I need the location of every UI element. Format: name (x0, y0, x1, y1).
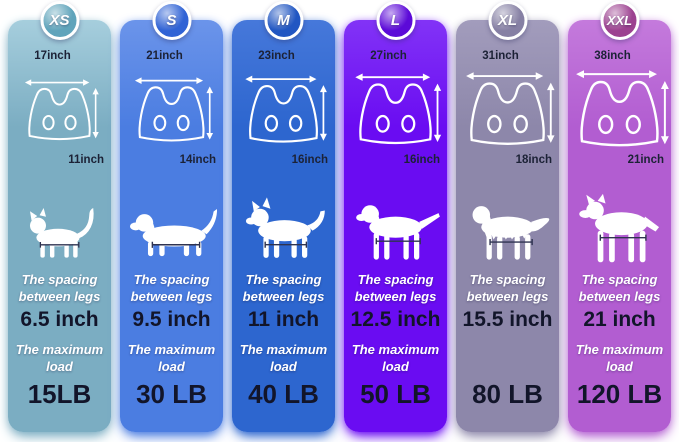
pet-silhouette (460, 166, 555, 272)
size-card: 31inch 18inch The spacing between legs 1… (456, 20, 559, 432)
chest-width-label: 17inch (34, 50, 71, 62)
size-badge: XL (488, 1, 527, 40)
pet-silhouette (348, 166, 443, 272)
chest-width-label: 38inch (594, 50, 631, 62)
size-badge: L (376, 1, 415, 40)
retriever-dog-icon (471, 205, 550, 261)
garment-outline-icon (574, 68, 671, 147)
size-badge-label: L (390, 12, 401, 29)
pet-silhouette (236, 166, 331, 272)
husky-dog-icon (245, 196, 326, 259)
maximum-load-label: The maximum load (575, 342, 664, 374)
spacing-between-legs-label: The spacing between legs (18, 272, 101, 304)
size-column-m: M 23inch 16inch The spacing between legs… (232, 0, 335, 432)
size-badge: S (152, 1, 191, 40)
garment-outline-icon (354, 72, 443, 145)
size-card: 17inch 11inch The spacing between legs 6… (8, 20, 111, 432)
garment-measurement-diagram: 27inch 16inch (348, 50, 443, 166)
garment-measurement-diagram: 23inch 16inch (236, 50, 331, 166)
doberman-icon (578, 193, 660, 263)
maximum-load-label: The maximum load (15, 342, 104, 374)
back-length-label: 14inch (179, 154, 216, 166)
back-length-label: 21inch (627, 154, 664, 166)
size-card: 27inch 16inch The spacing between legs 1… (344, 20, 447, 432)
spacing-value: 15.5 inch (462, 308, 553, 331)
back-length-label: 16inch (291, 154, 328, 166)
maximum-load-value: 120 LB (576, 379, 663, 409)
spacing-value: 21 inch (583, 308, 656, 331)
maximum-load-label: The maximum load (127, 342, 216, 374)
chest-width-label: 23inch (258, 50, 295, 62)
size-chart: XS 17inch 11inch The spacing between leg… (8, 0, 671, 432)
spacing-between-legs-label: The spacing between legs (466, 272, 549, 304)
size-badge-label: M (277, 12, 290, 29)
pet-silhouette (124, 166, 219, 272)
garment-outline-icon (23, 78, 100, 141)
maximum-load-label: The maximum load (239, 342, 328, 374)
spacing-value: 9.5 inch (132, 308, 211, 331)
back-length-label: 16inch (403, 154, 440, 166)
size-card: 38inch 21inch The spacing between legs 2… (568, 20, 671, 432)
maximum-load-label (462, 342, 553, 379)
spacing-between-legs-label: The spacing between legs (130, 272, 213, 304)
size-column-xxl: XXL 38inch 21inch The spacing between le… (568, 0, 671, 432)
pet-silhouette (572, 166, 667, 272)
garment-outline-icon (464, 71, 556, 145)
size-badge: M (264, 1, 303, 40)
size-card: 21inch 14inch The spacing between legs 9… (120, 20, 223, 432)
garment-outline-icon (133, 76, 215, 142)
maximum-load-label: The maximum load (351, 342, 440, 374)
size-badge-label: XXL (606, 13, 633, 28)
garment-measurement-diagram: 38inch 21inch (572, 50, 671, 166)
spacing-value: 11 inch (247, 308, 320, 331)
size-card: 23inch 16inch The spacing between legs 1… (232, 20, 335, 432)
chest-width-label: 21inch (146, 50, 183, 62)
dachshund-icon (129, 208, 218, 257)
chest-width-label: 31inch (482, 50, 519, 62)
spacing-between-legs-label: The spacing between legs (354, 272, 437, 304)
maximum-load-value: 80 LB (472, 379, 543, 409)
size-badge-label: XL (497, 12, 518, 29)
spacing-value: 12.5 inch (350, 308, 441, 331)
size-badge-label: XS (49, 12, 70, 29)
size-column-l: L 27inch 16inch The spacing between legs… (344, 0, 447, 432)
size-badge: XS (40, 1, 79, 40)
size-badge-label: S (166, 12, 177, 29)
spacing-value: 6.5 inch (20, 308, 99, 331)
maximum-load-value: 30 LB (136, 379, 207, 409)
garment-measurement-diagram: 31inch 18inch (460, 50, 556, 166)
pet-silhouette (12, 166, 107, 272)
back-length-label: 11inch (68, 154, 104, 166)
size-column-xs: XS 17inch 11inch The spacing between leg… (8, 0, 111, 432)
cat-icon (29, 207, 95, 259)
maximum-load-value: 50 LB (360, 379, 431, 409)
garment-measurement-diagram: 17inch 11inch (12, 50, 107, 166)
chest-width-label: 27inch (370, 50, 407, 62)
maximum-load-value: 40 LB (248, 379, 319, 409)
size-badge: XXL (600, 1, 639, 40)
size-column-xl: XL 31inch 18inch The spacing between leg… (456, 0, 559, 432)
garment-measurement-diagram: 21inch 14inch (124, 50, 219, 166)
maximum-load-value: 15LB (27, 379, 92, 409)
back-length-label: 18inch (515, 154, 552, 166)
size-column-s: S 21inch 14inch The spacing between legs… (120, 0, 223, 432)
garment-outline-icon (244, 74, 328, 143)
spacing-between-legs-label: The spacing between legs (242, 272, 325, 304)
pointer-dog-icon (355, 204, 441, 261)
spacing-between-legs-label: The spacing between legs (578, 272, 661, 304)
